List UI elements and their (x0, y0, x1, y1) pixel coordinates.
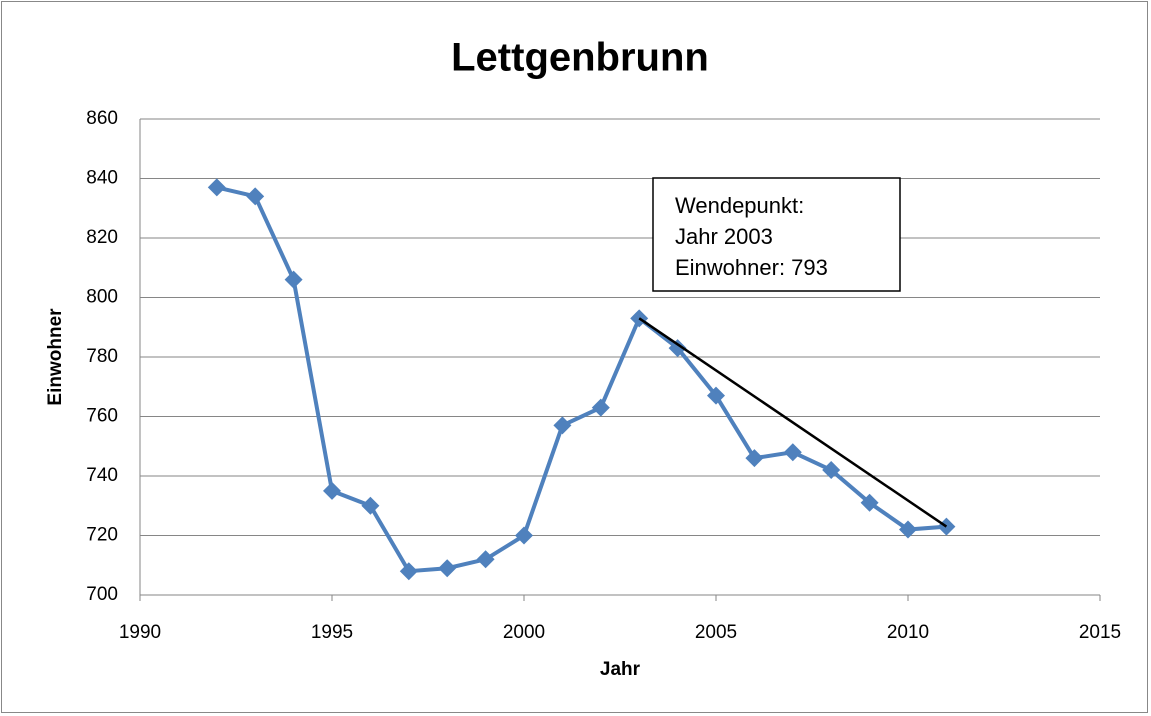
trend-line (638, 317, 948, 528)
x-tick-label: 1995 (311, 622, 353, 643)
x-tick-label: 1990 (119, 622, 161, 643)
y-tick-label: 740 (86, 465, 118, 486)
x-tick-label: 2000 (503, 622, 545, 643)
annotation-box (652, 177, 901, 292)
marker (591, 398, 610, 417)
x-tick-label: 2005 (695, 622, 737, 643)
marker (284, 270, 303, 289)
marker (899, 520, 917, 539)
annotation-text: Jahr 2003 (675, 224, 773, 249)
marker (515, 526, 533, 545)
marker (476, 550, 495, 569)
chart-title: Lettgenbrunn (451, 36, 709, 80)
marker (361, 496, 380, 515)
marker (860, 493, 879, 512)
annotation-text: Wendepunkt: (675, 193, 804, 218)
y-axis-label: Einwohner (45, 308, 66, 406)
x-axis-label: Jahr (600, 659, 641, 680)
marker (668, 339, 687, 358)
marker (399, 562, 418, 581)
y-tick-label: 860 (86, 108, 118, 129)
y-tick-label: 720 (86, 525, 118, 546)
marker (783, 443, 802, 462)
y-tick-label: 840 (86, 168, 118, 189)
y-tick-label: 820 (86, 227, 118, 248)
y-tick-label: 780 (86, 346, 118, 367)
marker (707, 386, 725, 405)
marker (207, 178, 226, 197)
marker (323, 481, 341, 500)
y-tick-label: 760 (86, 406, 118, 427)
marker (822, 461, 841, 480)
y-tick-label: 700 (86, 584, 118, 605)
marker (438, 559, 457, 578)
x-tick-label: 2015 (1079, 622, 1121, 643)
marker (745, 449, 764, 468)
y-tick-label: 800 (86, 287, 118, 308)
marker (246, 187, 265, 206)
annotation-text: Einwohner: 793 (675, 255, 828, 280)
marker (553, 416, 572, 435)
x-tick-label: 2010 (887, 622, 929, 643)
